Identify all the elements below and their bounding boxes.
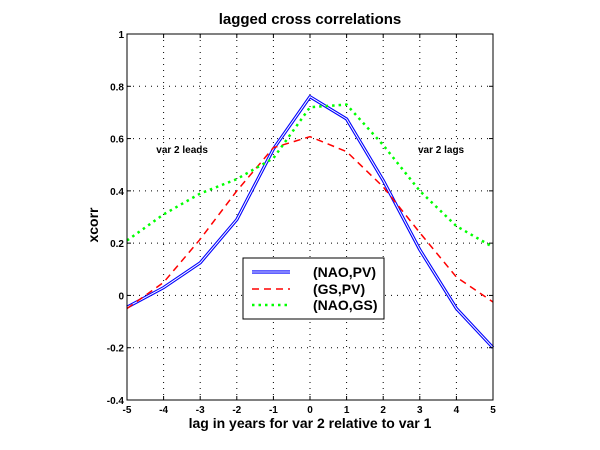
series-line-nao-gs xyxy=(126,103,494,249)
y-tick-label: 1 xyxy=(118,30,124,41)
series-line-gs-pv xyxy=(126,135,494,310)
series-group xyxy=(126,95,495,349)
y-tick-label: -0.2 xyxy=(107,344,125,355)
legend: (NAO,PV)(GS,PV)(NAO,GS) xyxy=(242,257,385,320)
legend-label: (NAO,PV) xyxy=(313,264,376,280)
legend-label: (GS,PV) xyxy=(313,281,365,297)
x-tick-label: 4 xyxy=(454,405,460,416)
ticks xyxy=(126,33,494,401)
grid xyxy=(127,34,493,400)
annotation-text: var 2 leads xyxy=(156,145,208,156)
annotation-text: var 2 lags xyxy=(418,145,465,156)
x-tick-labels: -5 -4 -3 -2 -1 0 1 2 3 4 5 xyxy=(123,405,497,416)
x-tick-label: -2 xyxy=(232,405,241,416)
y-tick-label: 0.2 xyxy=(110,239,124,250)
y-tick-label: 0 xyxy=(118,291,124,302)
y-tick-label: -0.4 xyxy=(107,396,125,407)
y-tick-label: 0.8 xyxy=(110,82,124,93)
x-tick-label: -4 xyxy=(159,405,168,416)
chart-title: lagged cross correlations xyxy=(219,11,402,28)
x-tick-label: 1 xyxy=(344,405,350,416)
x-tick-label: 0 xyxy=(307,405,313,416)
series-line-nao-pv-inner xyxy=(126,96,494,349)
x-tick-label: 3 xyxy=(417,405,423,416)
x-axis-label: lag in years for var 2 relative to var 1 xyxy=(189,415,432,431)
y-tick-labels: 1 0.8 0.6 0.4 0.2 0 -0.2 -0.4 xyxy=(107,30,125,407)
y-axis-label: xcorr xyxy=(85,207,101,243)
x-tick-label: -1 xyxy=(269,405,278,416)
y-tick-label: 0.6 xyxy=(110,135,124,146)
annotations: var 2 leads var 2 lags xyxy=(156,145,464,156)
x-tick-label: -3 xyxy=(196,405,205,416)
x-tick-label: 2 xyxy=(380,405,386,416)
y-tick-label: 0.4 xyxy=(110,187,124,198)
x-tick-label: -5 xyxy=(123,405,132,416)
x-tick-label: 5 xyxy=(490,405,496,416)
legend-label: (NAO,GS) xyxy=(313,297,378,313)
